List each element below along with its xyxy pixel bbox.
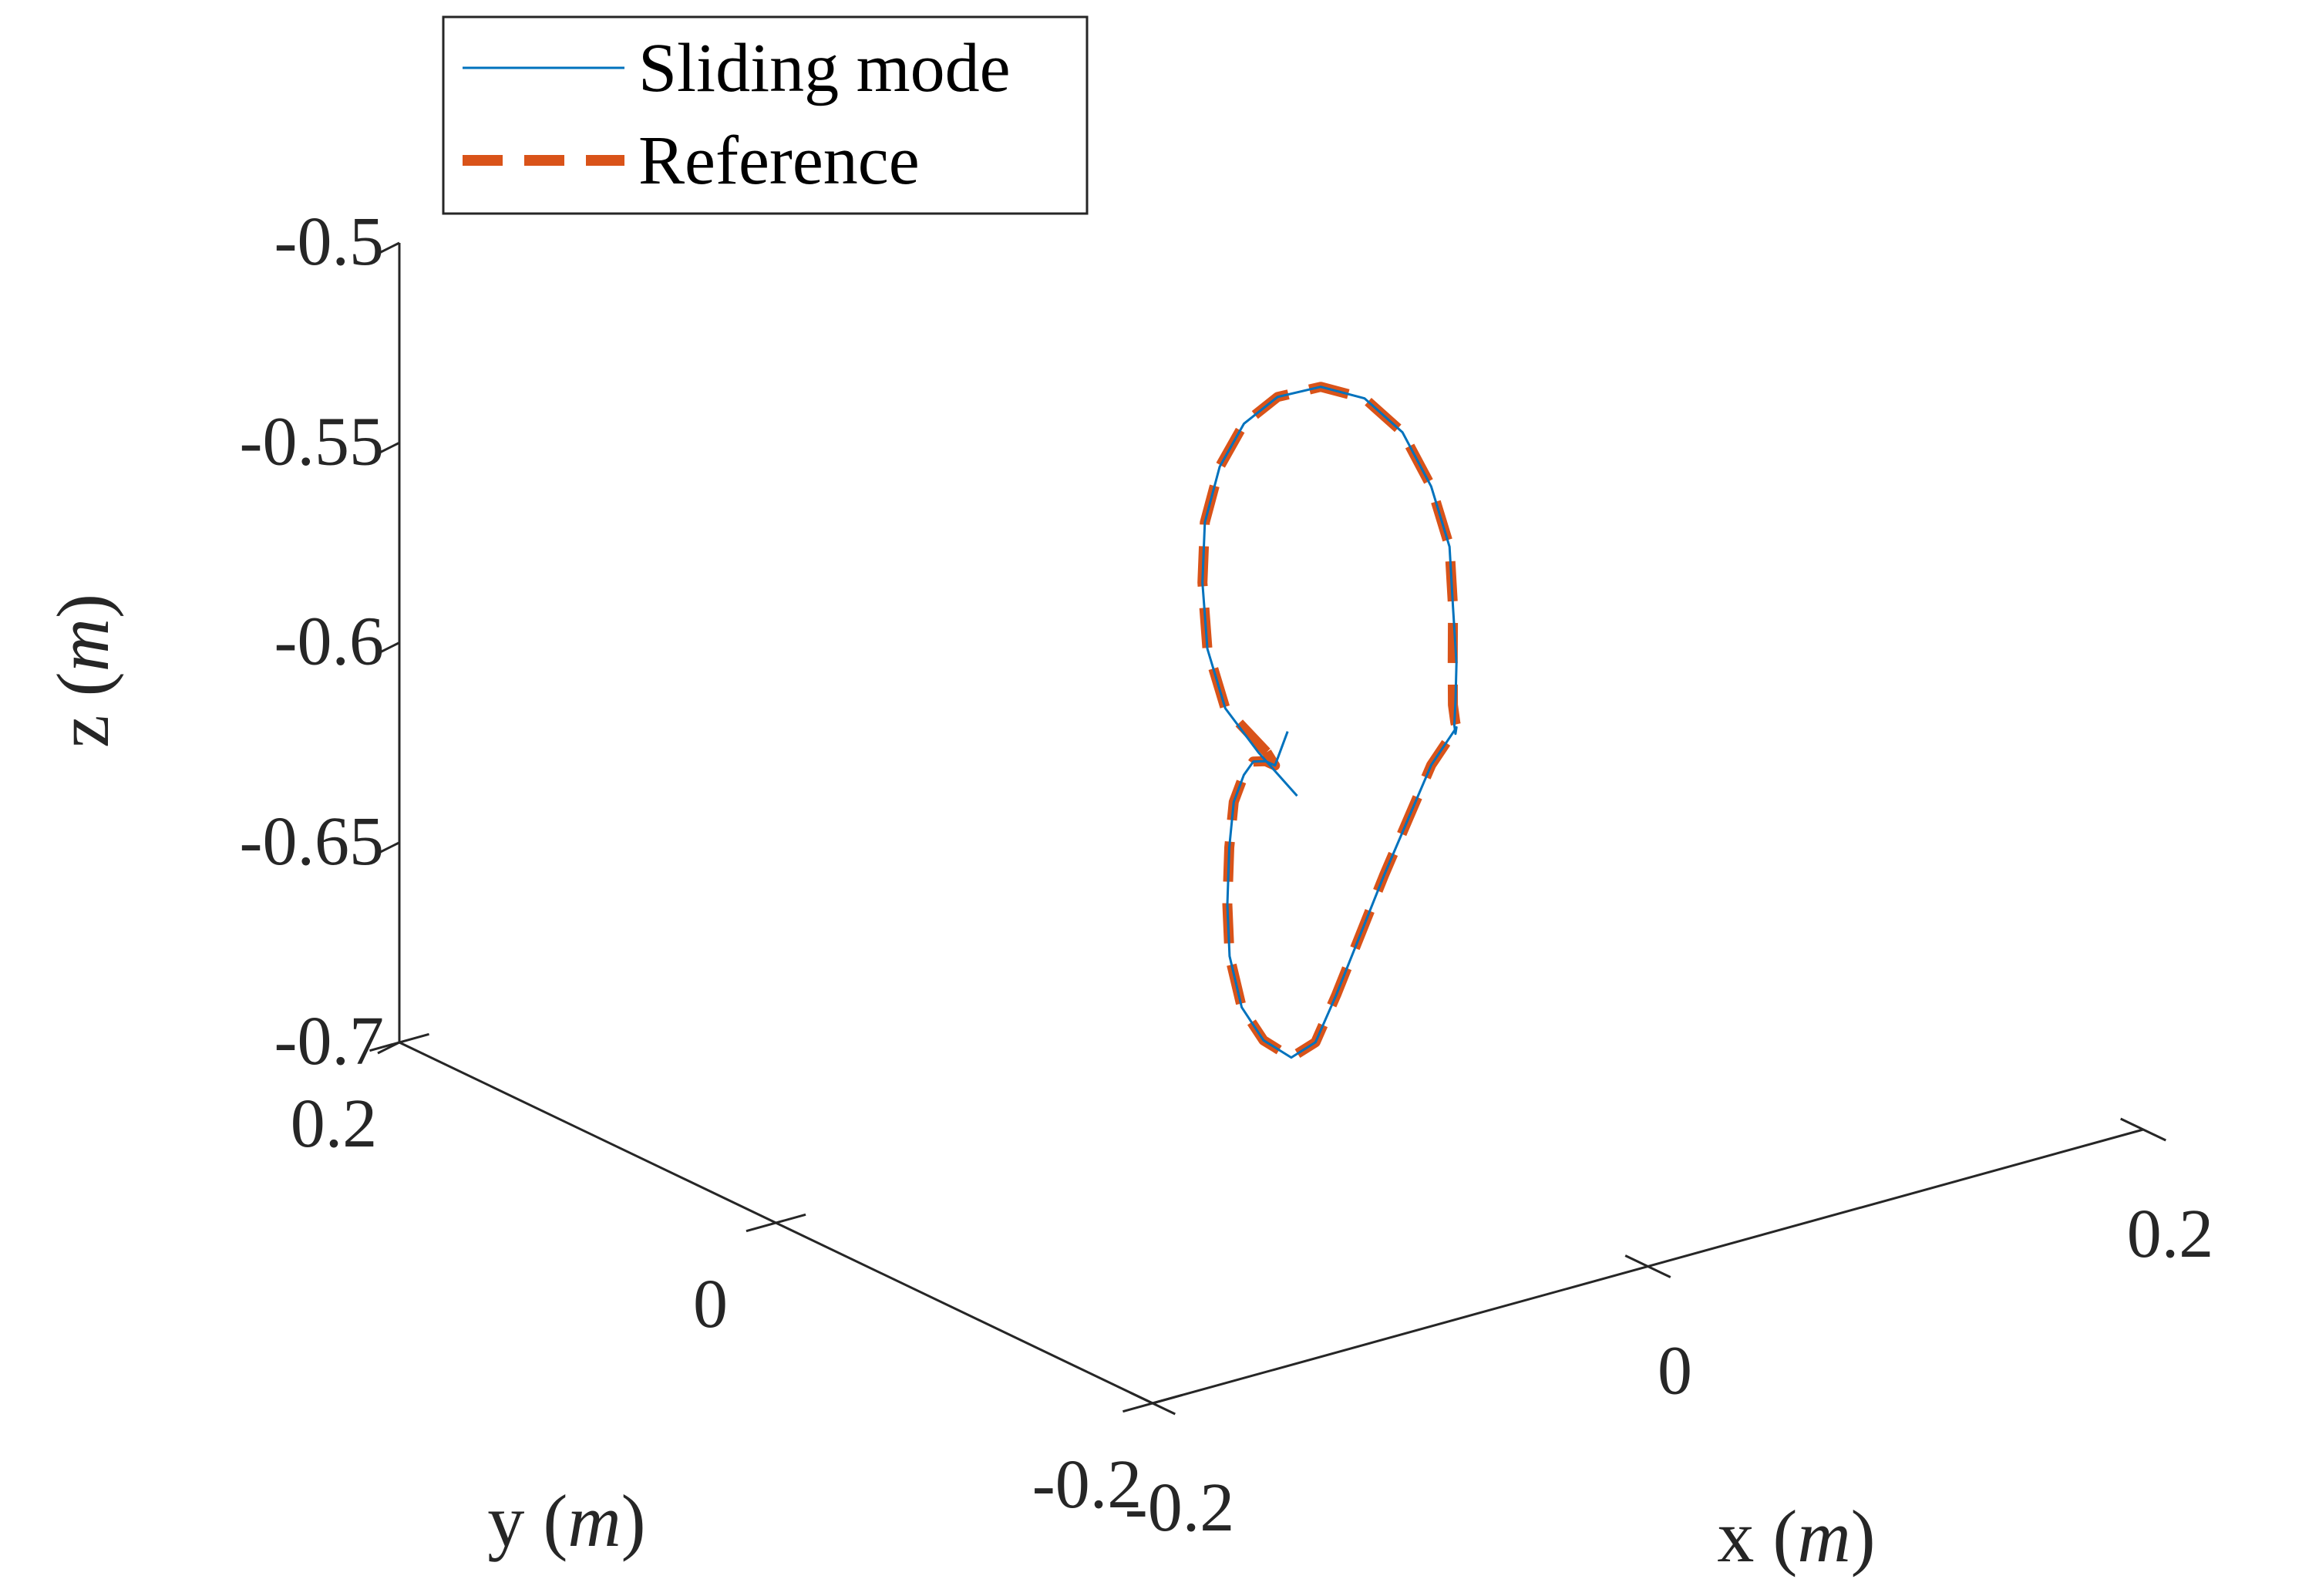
z-tick-label: -0.55 — [240, 403, 384, 480]
series-line-reference — [1197, 382, 1462, 1063]
ylabel-name: y — [487, 1480, 524, 1562]
z-tick — [377, 641, 400, 655]
xlabel-unit: m — [1797, 1495, 1850, 1577]
z-tick-label: -0.7 — [274, 1003, 384, 1079]
x-tick-label: 0 — [1658, 1333, 1692, 1409]
xlabel-name: x — [1717, 1495, 1754, 1577]
zlabel-name: z — [42, 715, 124, 748]
y-tick — [746, 1213, 806, 1233]
z-tick-label: -0.65 — [240, 803, 384, 880]
zlabel: z (m) — [42, 594, 124, 748]
series-line-sliding-mode — [1201, 386, 1458, 1059]
legend-box — [442, 15, 1089, 215]
x-tick — [1624, 1254, 1671, 1278]
x-tick-label: -0.2 — [1125, 1470, 1234, 1546]
y-tick-label: -0.2 — [1032, 1446, 1142, 1523]
z-tick — [377, 441, 400, 455]
z-tick — [377, 841, 400, 855]
z-tick — [377, 241, 400, 255]
y-tick-label: 0.2 — [291, 1086, 378, 1162]
x-tick-label: 0.2 — [2127, 1196, 2214, 1272]
y-tick — [369, 1032, 429, 1052]
z-tick-label: -0.5 — [274, 204, 384, 280]
ylabel-unit: m — [567, 1480, 621, 1562]
axes-frame — [398, 243, 2144, 1405]
y-tick-label: 0 — [693, 1266, 728, 1342]
legend-label-reference: Reference — [638, 123, 920, 199]
xlabel: x (m) — [1717, 1495, 1875, 1577]
ylabel: y (m) — [487, 1480, 645, 1562]
y-tick — [1122, 1393, 1183, 1413]
zlabel-unit: m — [42, 618, 124, 672]
x-tick — [2120, 1117, 2166, 1142]
axis-ticks: -0.7 -0.65 -0.6 -0.55 -0.5 -0.2 0 0.2 -0.2 0 0.2 — [240, 204, 2214, 1546]
legend: Sliding mode Reference — [442, 15, 1089, 215]
legend-label-sliding-mode: Sliding mode — [638, 30, 1011, 106]
z-tick-label: -0.6 — [274, 604, 384, 680]
series-layer — [1197, 382, 1462, 1063]
